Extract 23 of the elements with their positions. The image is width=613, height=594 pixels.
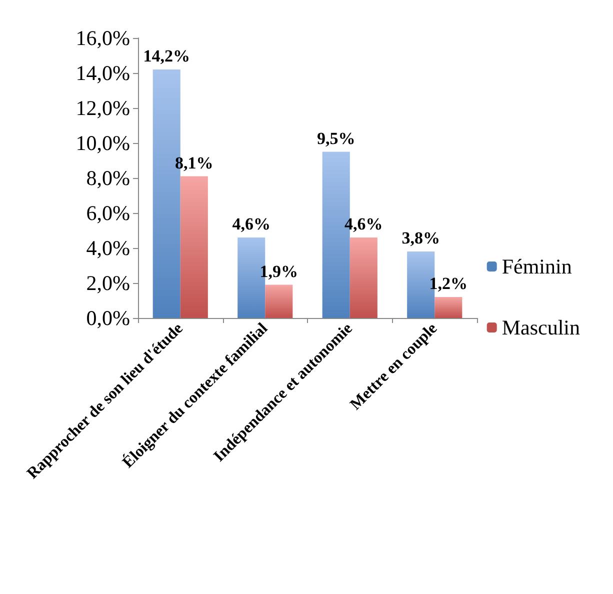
bar xyxy=(434,297,462,318)
y-tick-label: 14,0% xyxy=(76,61,130,85)
y-tick-label: 8,0% xyxy=(86,166,130,190)
bar xyxy=(350,238,378,318)
bar xyxy=(180,176,208,318)
data-label: 4,6% xyxy=(232,214,270,234)
data-label: 8,1% xyxy=(175,153,214,172)
y-tick-label: 16,0% xyxy=(76,26,130,50)
y-tick-label: 4,0% xyxy=(86,236,130,260)
y-tick-label: 12,0% xyxy=(76,96,130,120)
y-tick-label: 2,0% xyxy=(86,271,130,295)
legend-label: Féminin xyxy=(502,254,572,278)
data-label: 9,5% xyxy=(316,128,356,148)
data-label: 1,2% xyxy=(429,274,468,293)
y-tick-label: 10,0% xyxy=(76,131,130,155)
data-label: 14,2% xyxy=(143,46,190,66)
legend-label: Masculin xyxy=(502,316,580,340)
y-tick-label: 6,0% xyxy=(86,201,130,225)
data-label: 3,8% xyxy=(402,228,440,248)
data-label: 1,9% xyxy=(260,262,298,281)
data-label: 4,6% xyxy=(344,214,383,234)
y-tick-label: 0,0% xyxy=(86,306,130,330)
bar xyxy=(265,284,293,318)
